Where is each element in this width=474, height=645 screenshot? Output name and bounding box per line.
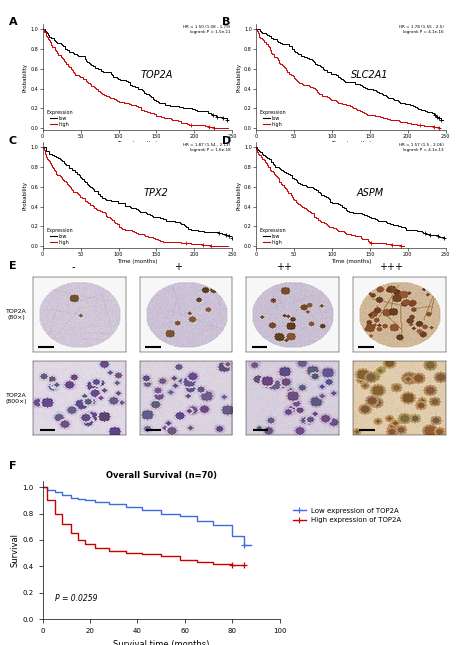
Text: TOP2A: TOP2A — [140, 70, 173, 80]
Text: HR = 1.57 (1.5 - 2.06)
logrank P = 4.1e-13: HR = 1.57 (1.5 - 2.06) logrank P = 4.1e-… — [399, 143, 444, 152]
X-axis label: Time (months): Time (months) — [330, 259, 371, 264]
Text: TOP2A
(800×): TOP2A (800×) — [6, 393, 27, 404]
Text: SLC2A1: SLC2A1 — [351, 70, 389, 80]
Text: C: C — [9, 135, 17, 146]
X-axis label: Time (months): Time (months) — [117, 259, 158, 264]
Y-axis label: Survival: Survival — [10, 533, 19, 567]
Text: F: F — [9, 461, 17, 471]
Text: TOP2A
(80×): TOP2A (80×) — [6, 309, 27, 320]
Title: Overall Survival (n=70): Overall Survival (n=70) — [106, 471, 217, 480]
X-axis label: Survival time (months): Survival time (months) — [113, 640, 210, 645]
Legend: low, high: low, high — [258, 228, 287, 246]
Text: +: + — [174, 262, 182, 272]
Text: HR = 1.87 (1.54 - 2.13)
logrank P = 1.6e-18: HR = 1.87 (1.54 - 2.13) logrank P = 1.6e… — [183, 143, 230, 152]
Text: +++: +++ — [379, 262, 403, 272]
Text: ASPM: ASPM — [356, 188, 383, 198]
Text: E: E — [9, 261, 17, 272]
Text: HR = 1.78 (1.55 - 2.5)
logrank P = 4.1e-16: HR = 1.78 (1.55 - 2.5) logrank P = 4.1e-… — [399, 25, 444, 34]
X-axis label: Time (months): Time (months) — [330, 141, 371, 146]
Text: -: - — [72, 262, 75, 272]
Text: P = 0.0259: P = 0.0259 — [55, 593, 97, 602]
Legend: low, high: low, high — [45, 228, 73, 246]
Legend: Low expression of TOP2A, High expression of TOP2A: Low expression of TOP2A, High expression… — [290, 505, 404, 526]
Text: ++: ++ — [276, 262, 292, 272]
Text: TPX2: TPX2 — [144, 188, 169, 198]
Text: A: A — [9, 17, 17, 28]
Text: HR = 1.50 (1.08 - 1.79)
logrank P = 1.5e-11: HR = 1.50 (1.08 - 1.79) logrank P = 1.5e… — [183, 25, 230, 34]
Y-axis label: Probability: Probability — [236, 63, 241, 92]
Legend: low, high: low, high — [258, 110, 287, 128]
X-axis label: Time (months): Time (months) — [117, 141, 158, 146]
Text: B: B — [222, 17, 230, 28]
Legend: low, high: low, high — [45, 110, 73, 128]
Y-axis label: Probability: Probability — [23, 63, 28, 92]
Text: D: D — [222, 135, 231, 146]
Y-axis label: Probability: Probability — [23, 181, 28, 210]
Y-axis label: Probability: Probability — [236, 181, 241, 210]
